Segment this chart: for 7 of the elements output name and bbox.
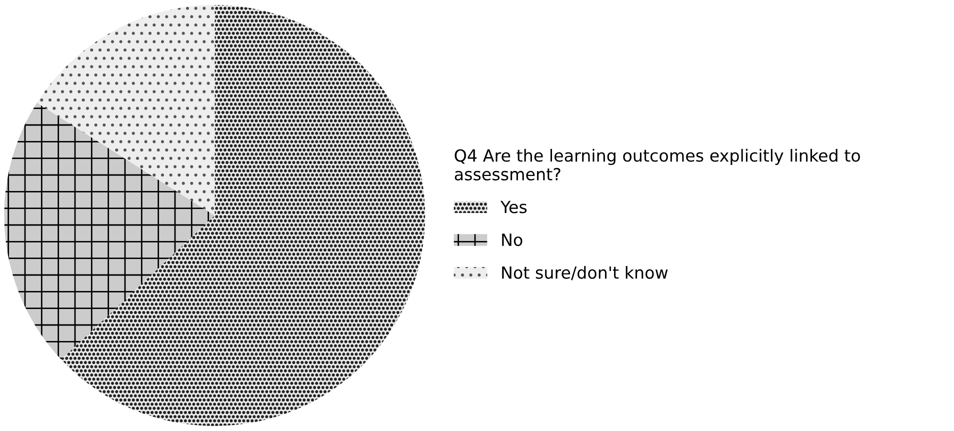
pie-slice <box>36 5 215 216</box>
legend-label: Yes <box>500 200 527 214</box>
pie-slice <box>61 5 426 426</box>
legend-label: No <box>502 234 522 246</box>
pie-slice <box>4 102 215 360</box>
legend-title: Q4 Are the learning outcomes explicitly linked to assessment? <box>454 148 860 180</box>
legend-label: Not sure/don't know <box>502 266 668 280</box>
